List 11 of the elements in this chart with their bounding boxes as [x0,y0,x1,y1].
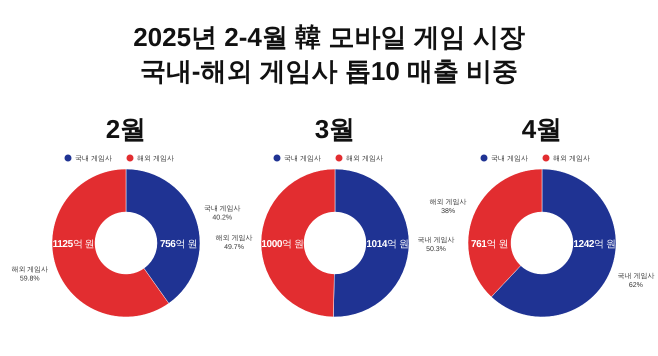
data-label: 1014억 원 [366,239,409,250]
text: 국내-해외 게임사 톱10 매출 비중 [140,56,518,86]
data-label: 756억 원 [160,239,198,250]
data-label: 1000억 원 [261,239,304,250]
chart-title: 2월 [106,114,146,144]
data-label: 761억 원 [470,239,508,250]
chart-title: 3월 [314,114,356,144]
data-label: 1242억 원 [573,239,616,250]
data-label: 1125억 원 [52,239,94,250]
text: 2025년 2-4월 韓 모바일 게임 시장 [133,22,525,52]
chart-title: 4월 [522,114,562,144]
